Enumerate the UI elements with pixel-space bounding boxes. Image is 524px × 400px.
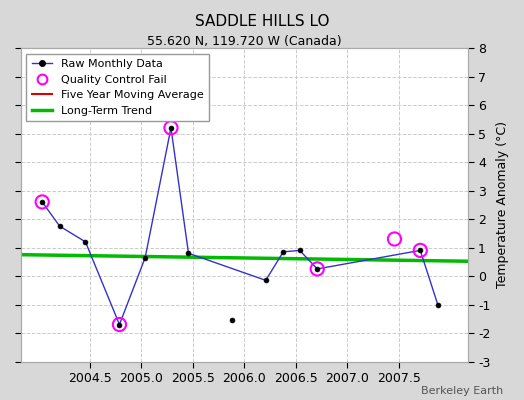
Point [115, 321, 124, 328]
Point [390, 236, 399, 242]
Point [313, 266, 321, 272]
Point [167, 125, 175, 131]
Point [38, 199, 47, 205]
Legend: Raw Monthly Data, Quality Control Fail, Five Year Moving Average, Long-Term Tren: Raw Monthly Data, Quality Control Fail, … [26, 54, 209, 121]
Text: SADDLE HILLS LO: SADDLE HILLS LO [195, 14, 329, 29]
Point [416, 247, 424, 254]
Y-axis label: Temperature Anomaly (°C): Temperature Anomaly (°C) [496, 121, 509, 288]
Title: 55.620 N, 119.720 W (Canada): 55.620 N, 119.720 W (Canada) [147, 35, 342, 48]
Text: Berkeley Earth: Berkeley Earth [421, 386, 503, 396]
